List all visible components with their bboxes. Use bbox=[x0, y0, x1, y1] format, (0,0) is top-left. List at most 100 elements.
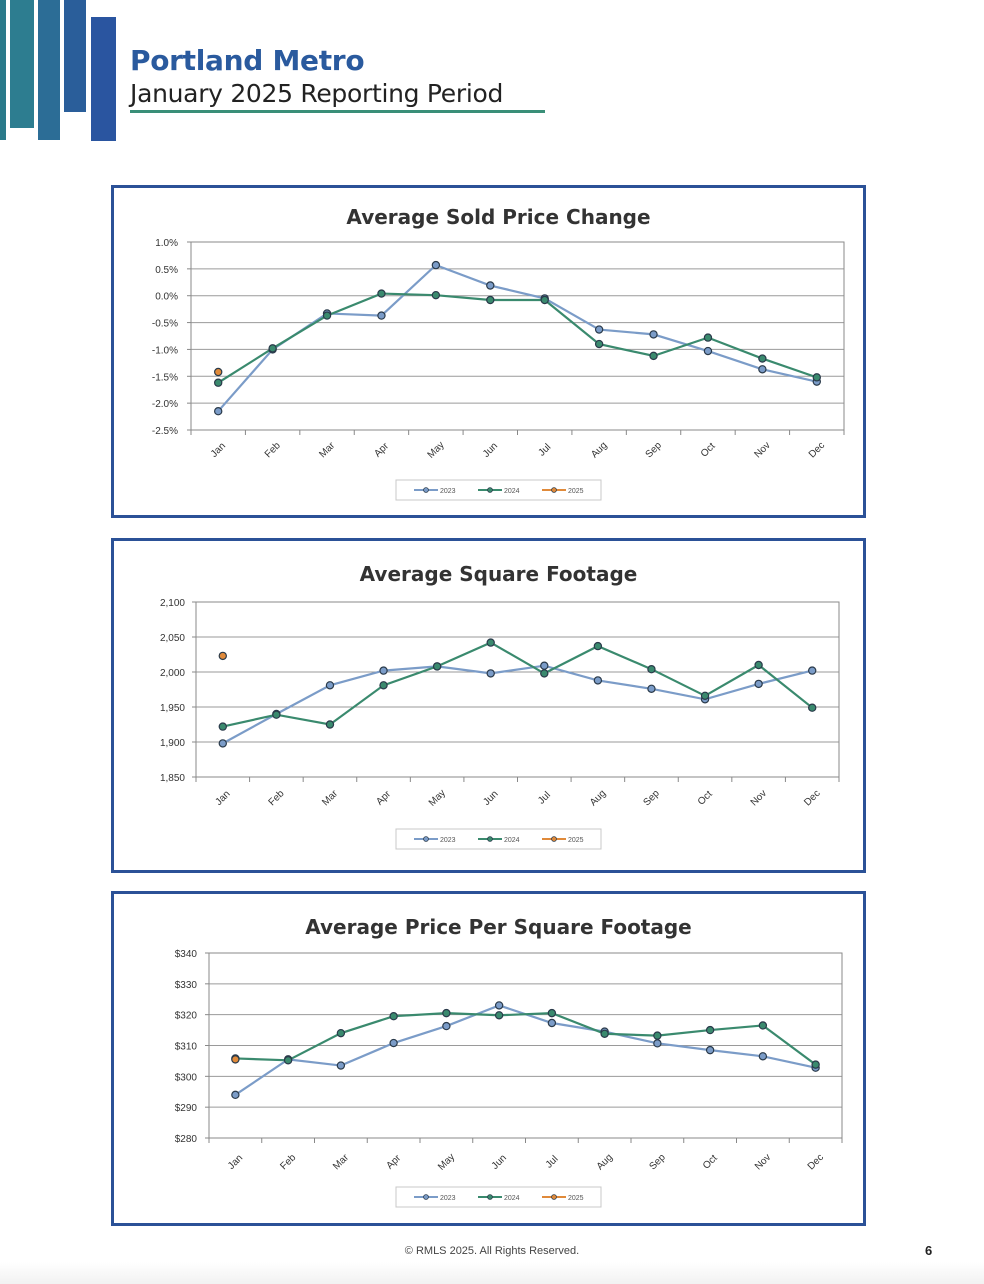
chart-avg-square-footage: Average Square Footage 2,100 2,050 2,000 1,9… bbox=[111, 538, 866, 873]
data-point-2023 bbox=[214, 406, 223, 416]
data-point-2023 bbox=[754, 679, 763, 689]
chart-svg: Average Sold Price Change 1.0% 0.5% 0.0% -0.… bbox=[152, 205, 845, 501]
x-tick-label: Nov bbox=[753, 1152, 773, 1172]
data-point-2023 bbox=[442, 1021, 451, 1031]
x-tick-label: Jan bbox=[213, 789, 232, 808]
chart-svg: Average Price Per Square Footage $340 $330… bbox=[175, 915, 843, 1208]
data-point-2023 bbox=[593, 676, 603, 685]
x-tick-label: Mar bbox=[320, 788, 340, 808]
x-tick-label: Jul bbox=[536, 790, 553, 807]
x-tick-label: Feb bbox=[278, 1152, 298, 1172]
y-tick-label: $320 bbox=[175, 1011, 198, 1022]
x-tick-label: Nov bbox=[752, 440, 772, 460]
data-point-2024 bbox=[379, 681, 388, 690]
legend-marker bbox=[423, 1194, 429, 1200]
data-point-2024 bbox=[268, 344, 277, 353]
legend-label: 2025 bbox=[568, 488, 584, 495]
data-point-2023 bbox=[594, 325, 604, 334]
series-line-2023 bbox=[234, 1004, 816, 1096]
legend-marker bbox=[551, 487, 557, 493]
data-point-2024 bbox=[432, 662, 442, 671]
y-tick-label: 1,900 bbox=[160, 738, 185, 749]
legend-label: 2023 bbox=[440, 1195, 456, 1202]
x-tick-label: Apr bbox=[384, 1152, 403, 1171]
data-point-2024 bbox=[336, 1028, 346, 1038]
data-point-2024 bbox=[486, 295, 495, 305]
footer-copyright: © RMLS 2025. All Rights Reserved. bbox=[404, 1245, 580, 1257]
data-point-2024 bbox=[703, 333, 713, 342]
x-tick-label: Mar bbox=[317, 440, 337, 460]
y-tick-label: -0.5% bbox=[152, 319, 178, 330]
y-tick-label: 2,050 bbox=[160, 633, 185, 644]
x-tick-label: Dec bbox=[806, 1152, 826, 1172]
series-line-2023 bbox=[222, 664, 813, 745]
x-tick-label: Aug bbox=[589, 440, 609, 460]
data-point-2024 bbox=[600, 1029, 609, 1038]
data-point-2025 bbox=[218, 651, 227, 661]
data-point-2023 bbox=[379, 666, 388, 675]
x-tick-label: Oct bbox=[701, 1153, 720, 1172]
x-tick-label: Aug bbox=[595, 1152, 615, 1172]
data-point-2023 bbox=[808, 666, 817, 675]
plot-area bbox=[190, 241, 845, 431]
data-point-2025 bbox=[214, 367, 223, 377]
data-point-2024 bbox=[214, 378, 223, 387]
x-tick-label: Oct bbox=[696, 789, 715, 808]
data-point-2024 bbox=[218, 722, 227, 731]
x-tick-label: Apr bbox=[372, 440, 391, 459]
x-tick-label: Feb bbox=[267, 788, 287, 808]
data-point-2024 bbox=[442, 1008, 451, 1018]
data-point-2024 bbox=[594, 339, 604, 349]
x-tick-label: Apr bbox=[374, 788, 393, 807]
data-point-2024 bbox=[494, 1011, 504, 1020]
legend-label: 2025 bbox=[568, 1195, 584, 1202]
x-tick-label: Oct bbox=[699, 441, 718, 460]
page-title: Portland Metro bbox=[130, 44, 365, 77]
data-point-2024 bbox=[705, 1025, 715, 1035]
page-bottom-shade bbox=[0, 1262, 984, 1284]
legend-marker bbox=[487, 836, 493, 842]
chart-avg-price-per-sqft: Average Price Per Square Footage $340 $330… bbox=[111, 891, 866, 1226]
y-tick-label: $340 bbox=[175, 949, 198, 960]
y-tick-label: -1.5% bbox=[152, 372, 178, 383]
y-tick-label: $290 bbox=[175, 1103, 198, 1114]
chart-svg: Average Square Footage 2,100 2,050 2,000 1,9… bbox=[160, 562, 840, 850]
x-tick-label: May bbox=[436, 1152, 457, 1173]
data-point-2024 bbox=[540, 669, 549, 678]
data-point-2024 bbox=[486, 638, 495, 647]
data-point-2024 bbox=[431, 290, 441, 300]
page-number: 6 bbox=[925, 1243, 933, 1258]
chart-avg-sold-price-change: Average Sold Price Change 1.0% 0.5% 0.0% -0.… bbox=[111, 185, 866, 518]
x-tick-label: May bbox=[426, 440, 447, 461]
x-tick-label: Sep bbox=[647, 1152, 668, 1173]
x-tick-label: Sep bbox=[642, 788, 663, 809]
legend-marker bbox=[487, 487, 493, 493]
x-tick-label: Sep bbox=[644, 440, 665, 461]
data-point-2023 bbox=[540, 661, 549, 670]
data-point-2023 bbox=[647, 684, 656, 693]
data-point-2024 bbox=[812, 373, 821, 382]
y-tick-label: $330 bbox=[175, 980, 198, 991]
y-tick-label: 2,000 bbox=[160, 668, 185, 679]
y-tick-label: -2.5% bbox=[152, 426, 178, 437]
data-point-2024 bbox=[700, 691, 710, 700]
chart-title: Average Price Per Square Footage bbox=[305, 915, 692, 939]
series-line-2023 bbox=[217, 263, 818, 412]
data-point-2024 bbox=[272, 710, 281, 719]
data-point-2024 bbox=[540, 295, 549, 305]
data-point-2024 bbox=[811, 1060, 820, 1069]
legend-marker bbox=[551, 1194, 557, 1200]
x-tick-label: Mar bbox=[331, 1152, 351, 1172]
chart-title: Average Square Footage bbox=[360, 562, 638, 586]
legend-marker bbox=[423, 836, 429, 842]
data-point-2024 bbox=[647, 664, 656, 674]
x-tick-label: Jul bbox=[537, 442, 554, 459]
legend-label: 2023 bbox=[440, 837, 456, 844]
data-point-2025 bbox=[231, 1055, 240, 1064]
data-point-2024 bbox=[808, 703, 817, 712]
data-point-2023 bbox=[431, 260, 441, 270]
data-point-2023 bbox=[231, 1090, 240, 1100]
data-point-2023 bbox=[547, 1018, 557, 1028]
y-tick-label: 1,950 bbox=[160, 703, 185, 714]
legend-marker bbox=[423, 487, 429, 493]
